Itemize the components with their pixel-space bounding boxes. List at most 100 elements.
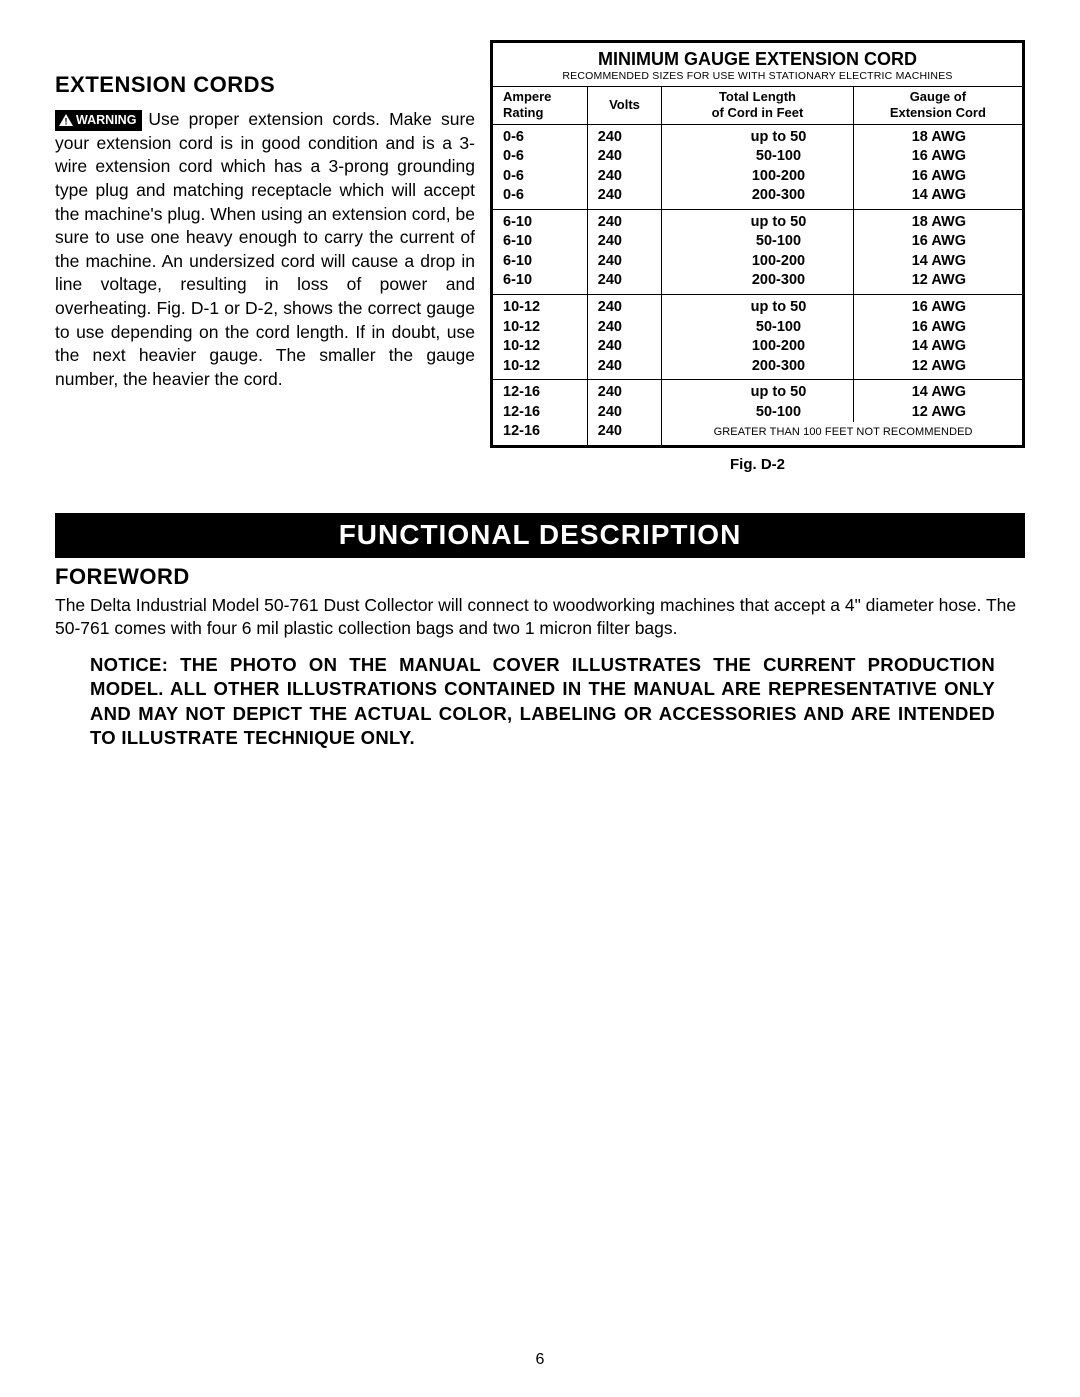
table-group: 12-16240up to 5014 AWG12-1624050-10012 A…	[492, 380, 1024, 447]
extension-cords-body: ! WARNING Use proper extension cords. Ma…	[55, 108, 475, 392]
cell-volts: 240	[587, 147, 661, 167]
table-subtitle: RECOMMENDED SIZES FOR USE WITH STATIONAR…	[492, 70, 1024, 87]
table-row: 0-6240100-20016 AWG	[492, 167, 1024, 187]
extension-cords-column: EXTENSION CORDS ! WARNING Use proper ext…	[55, 40, 475, 392]
cell-length: 100-200	[662, 337, 854, 357]
table-row: 0-6240200-30014 AWG	[492, 186, 1024, 209]
cell-volts: 240	[587, 186, 661, 209]
cell-ampere: 0-6	[492, 167, 588, 187]
cell-volts: 240	[587, 124, 661, 147]
cell-volts: 240	[587, 271, 661, 294]
cell-volts: 240	[587, 318, 661, 338]
cell-ampere: 0-6	[492, 147, 588, 167]
table-title: MINIMUM GAUGE EXTENSION CORD	[492, 42, 1024, 71]
cell-volts: 240	[587, 403, 661, 423]
cell-length: 50-100	[662, 318, 854, 338]
cell-gauge: 16 AWG	[853, 318, 1023, 338]
cell-length: 100-200	[662, 252, 854, 272]
table-row: 0-624050-10016 AWG	[492, 147, 1024, 167]
table-row: 6-10240100-20014 AWG	[492, 252, 1024, 272]
cell-note: GREATER THAN 100 FEET NOT RECOMMENDED	[662, 422, 1024, 446]
table-group: 6-10240up to 5018 AWG6-1024050-10016 AWG…	[492, 209, 1024, 294]
cell-gauge: 14 AWG	[853, 252, 1023, 272]
notice-block: NOTICE: THE PHOTO ON THE MANUAL COVER IL…	[55, 653, 1025, 749]
cell-gauge: 12 AWG	[853, 403, 1023, 423]
cell-volts: 240	[587, 232, 661, 252]
cell-ampere: 6-10	[492, 232, 588, 252]
cell-ampere: 0-6	[492, 186, 588, 209]
table-group: 10-12240up to 5016 AWG10-1224050-10016 A…	[492, 295, 1024, 380]
foreword-heading: FOREWORD	[55, 564, 1025, 590]
col-header-gauge: Gauge ofExtension Cord	[853, 87, 1023, 125]
cell-gauge: 18 AWG	[853, 124, 1023, 147]
cell-gauge: 16 AWG	[853, 147, 1023, 167]
table-row: 12-16240up to 5014 AWG	[492, 380, 1024, 403]
cell-length: 200-300	[662, 271, 854, 294]
cell-length: 200-300	[662, 357, 854, 380]
cell-length: 200-300	[662, 186, 854, 209]
cell-volts: 240	[587, 422, 661, 446]
figure-caption: Fig. D-2	[490, 456, 1025, 473]
cell-ampere: 10-12	[492, 295, 588, 318]
extension-cords-heading: EXTENSION CORDS	[55, 72, 475, 98]
cell-ampere: 10-12	[492, 357, 588, 380]
table-row: 6-10240up to 5018 AWG	[492, 209, 1024, 232]
cell-volts: 240	[587, 209, 661, 232]
cell-ampere: 12-16	[492, 403, 588, 423]
cell-volts: 240	[587, 337, 661, 357]
cell-ampere: 0-6	[492, 124, 588, 147]
cell-length: 50-100	[662, 232, 854, 252]
cell-gauge: 14 AWG	[853, 186, 1023, 209]
cell-volts: 240	[587, 357, 661, 380]
warning-triangle-icon: !	[59, 114, 73, 126]
cell-gauge: 16 AWG	[853, 232, 1023, 252]
table-row: 6-10240200-30012 AWG	[492, 271, 1024, 294]
cell-length: 100-200	[662, 167, 854, 187]
cell-ampere: 10-12	[492, 318, 588, 338]
gauge-extension-cord-table: MINIMUM GAUGE EXTENSION CORD RECOMMENDED…	[490, 40, 1025, 448]
warning-badge: ! WARNING	[55, 110, 142, 131]
cell-ampere: 6-10	[492, 252, 588, 272]
cell-volts: 240	[587, 252, 661, 272]
table-row: 10-12240200-30012 AWG	[492, 357, 1024, 380]
cell-length: up to 50	[662, 209, 854, 232]
cell-gauge: 12 AWG	[853, 271, 1023, 294]
table-row: 6-1024050-10016 AWG	[492, 232, 1024, 252]
table-row: 10-1224050-10016 AWG	[492, 318, 1024, 338]
cell-gauge: 12 AWG	[853, 357, 1023, 380]
cell-ampere: 6-10	[492, 271, 588, 294]
table-row: 10-12240100-20014 AWG	[492, 337, 1024, 357]
cell-volts: 240	[587, 295, 661, 318]
cell-ampere: 12-16	[492, 380, 588, 403]
col-header-length: Total Lengthof Cord in Feet	[662, 87, 854, 125]
table-row: 0-6240up to 5018 AWG	[492, 124, 1024, 147]
cell-length: 50-100	[662, 403, 854, 423]
warning-label-text: WARNING	[76, 112, 136, 129]
cell-gauge: 16 AWG	[853, 295, 1023, 318]
cell-length: up to 50	[662, 380, 854, 403]
table-row: 12-16240GREATER THAN 100 FEET NOT RECOMM…	[492, 422, 1024, 446]
cell-volts: 240	[587, 167, 661, 187]
table-group: 0-6240up to 5018 AWG0-624050-10016 AWG0-…	[492, 124, 1024, 209]
cell-gauge: 14 AWG	[853, 380, 1023, 403]
extension-body-text: Use proper extension cords. Make sure yo…	[55, 109, 475, 389]
top-section: EXTENSION CORDS ! WARNING Use proper ext…	[55, 40, 1025, 473]
cell-length: 50-100	[662, 147, 854, 167]
table-row: 12-1624050-10012 AWG	[492, 403, 1024, 423]
cell-gauge: 18 AWG	[853, 209, 1023, 232]
cell-length: up to 50	[662, 295, 854, 318]
foreword-text: The Delta Industrial Model 50-761 Dust C…	[55, 594, 1025, 640]
cell-length: up to 50	[662, 124, 854, 147]
page-number: 6	[0, 1351, 1080, 1369]
cell-ampere: 12-16	[492, 422, 588, 446]
col-header-ampere: AmpereRating	[492, 87, 588, 125]
cell-gauge: 14 AWG	[853, 337, 1023, 357]
cell-volts: 240	[587, 380, 661, 403]
col-header-volts: Volts	[587, 87, 661, 125]
cell-ampere: 10-12	[492, 337, 588, 357]
table-row: 10-12240up to 5016 AWG	[492, 295, 1024, 318]
cell-ampere: 6-10	[492, 209, 588, 232]
cell-gauge: 16 AWG	[853, 167, 1023, 187]
gauge-table-column: MINIMUM GAUGE EXTENSION CORD RECOMMENDED…	[490, 40, 1025, 473]
functional-description-banner: FUNCTIONAL DESCRIPTION	[55, 513, 1025, 558]
